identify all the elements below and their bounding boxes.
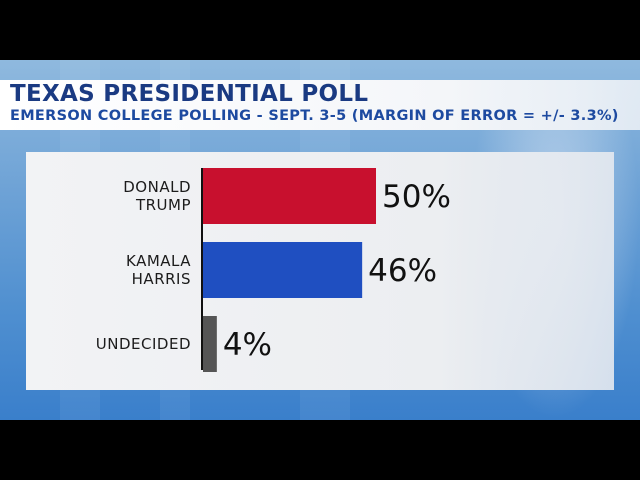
bar-undecided [203,316,217,372]
bar-kamala-harris [203,242,363,298]
letterbox-bottom [0,420,640,480]
title-band [0,80,640,130]
bar-donald-trump [203,168,376,224]
category-label-kamala-harris: KAMALA HARRIS [126,252,191,288]
value-label-undecided: 4% [223,327,272,363]
value-label-kamala-harris: 46% [368,253,437,289]
chart-title: TEXAS PRESIDENTIAL POLL [10,81,369,107]
category-label-donald-trump: DONALD TRUMP [123,178,191,214]
bars-group: DONALD TRUMP 50% KAMALA HARRIS 46% UNDECIDED 4% [96,168,451,372]
letterbox-top [0,0,640,60]
value-label-donald-trump: 50% [382,179,451,215]
chart-subtitle: EMERSON COLLEGE POLLING - SEPT. 3-5 (MAR… [10,108,619,124]
category-label-undecided: UNDECIDED [96,335,191,353]
